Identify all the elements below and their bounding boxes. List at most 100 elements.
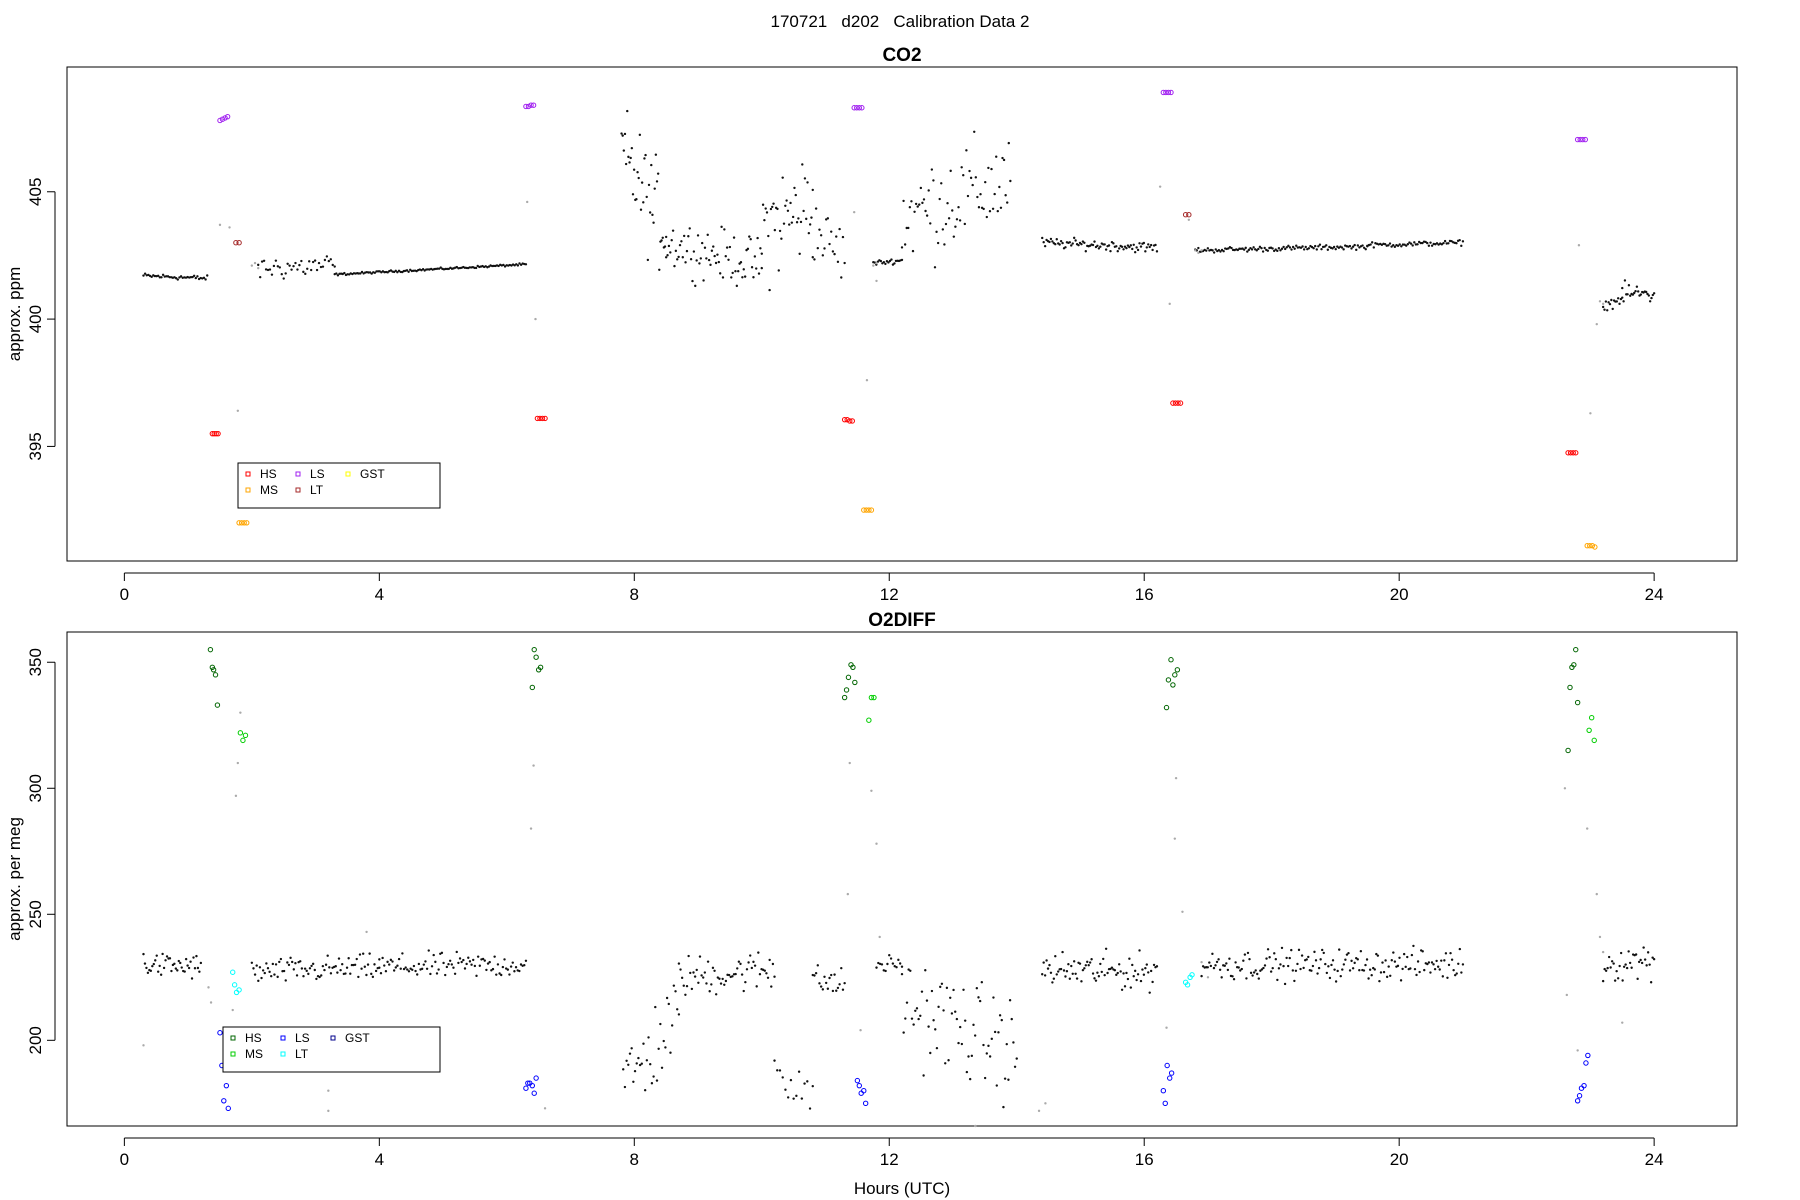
ambient-point bbox=[1045, 959, 1048, 962]
ambient-point bbox=[304, 272, 307, 276]
ambient-point bbox=[168, 957, 172, 960]
series-point-ls bbox=[1583, 1060, 1589, 1066]
transition-point bbox=[257, 266, 260, 270]
ambient-point bbox=[1652, 292, 1656, 295]
ambient-point bbox=[1142, 973, 1146, 976]
ambient-point bbox=[468, 960, 472, 963]
ambient-point bbox=[268, 268, 272, 271]
transition-point bbox=[1595, 322, 1598, 326]
ambient-point bbox=[1007, 1078, 1010, 1081]
ambient-point bbox=[1606, 309, 1609, 312]
ambient-point bbox=[1325, 244, 1328, 247]
ambient-point bbox=[260, 260, 264, 263]
ambient-point bbox=[731, 975, 734, 978]
series-point-hs bbox=[1172, 672, 1178, 678]
ambient-point bbox=[1383, 242, 1387, 246]
ambient-point bbox=[893, 262, 896, 265]
ambient-point bbox=[843, 981, 846, 985]
legend-swatch-ls bbox=[280, 1035, 286, 1041]
ambient-point bbox=[891, 962, 895, 965]
ambient-point bbox=[501, 965, 505, 969]
ambient-point bbox=[684, 261, 687, 264]
series-point-ls bbox=[223, 1082, 230, 1089]
ambient-point bbox=[1138, 949, 1141, 952]
ambient-point bbox=[912, 1023, 915, 1026]
ambient-point bbox=[370, 272, 373, 275]
ambient-point bbox=[808, 1107, 812, 1110]
ambient-point bbox=[1612, 962, 1615, 965]
ambient-point bbox=[1601, 305, 1605, 309]
ambient-point bbox=[1257, 247, 1260, 251]
ambient-point bbox=[1237, 966, 1240, 969]
series-point-ls bbox=[861, 1088, 867, 1094]
series-point-ls bbox=[1577, 136, 1583, 143]
ambient-point bbox=[1353, 961, 1356, 965]
ambient-point bbox=[1276, 978, 1279, 982]
ambient-point bbox=[1054, 243, 1057, 246]
ambient-point bbox=[366, 963, 370, 966]
ambient-point bbox=[1362, 246, 1366, 249]
ambient-point bbox=[370, 972, 373, 976]
transition-point bbox=[1598, 935, 1602, 939]
ambient-point bbox=[1064, 246, 1067, 249]
y-axis-label: approx. ppm bbox=[5, 267, 24, 362]
ambient-point bbox=[1441, 975, 1445, 978]
ambient-point bbox=[760, 252, 763, 255]
ambient-point bbox=[189, 960, 192, 963]
ambient-point bbox=[983, 1076, 987, 1080]
ambient-point bbox=[1430, 244, 1434, 247]
ambient-point bbox=[315, 268, 319, 272]
ambient-point bbox=[318, 975, 321, 979]
ambient-point bbox=[647, 183, 651, 187]
ambient-point bbox=[1115, 973, 1118, 977]
ambient-point bbox=[802, 209, 805, 213]
ambient-point bbox=[937, 1005, 940, 1009]
y-axis-label: approx. per meg bbox=[5, 817, 24, 941]
ambient-point bbox=[719, 272, 722, 275]
series-point-hs bbox=[1172, 400, 1179, 406]
ambient-point bbox=[486, 962, 490, 965]
ambient-point bbox=[974, 176, 978, 179]
ambient-point bbox=[1211, 249, 1214, 252]
ambient-point bbox=[1310, 969, 1313, 972]
ambient-point bbox=[1458, 238, 1461, 242]
ambient-point bbox=[914, 1009, 917, 1013]
ambient-point bbox=[739, 261, 743, 264]
ambient-point bbox=[309, 268, 313, 272]
ambient-point bbox=[627, 155, 630, 159]
ambient-point bbox=[703, 246, 707, 249]
ambient-point bbox=[442, 961, 445, 965]
ambient-point bbox=[1637, 290, 1640, 293]
ambient-point bbox=[1200, 974, 1203, 978]
ambient-point bbox=[1071, 242, 1074, 245]
series-point-ms bbox=[866, 717, 872, 723]
x-tick-label: 0 bbox=[120, 585, 129, 604]
ambient-point bbox=[508, 973, 511, 976]
ambient-point bbox=[1280, 247, 1284, 250]
ambient-point bbox=[1132, 243, 1135, 246]
transition-point bbox=[250, 264, 254, 267]
ambient-point bbox=[1239, 969, 1242, 972]
ambient-point bbox=[725, 246, 729, 249]
ambient-point bbox=[1230, 246, 1233, 250]
ambient-point bbox=[734, 269, 737, 273]
ambient-point bbox=[644, 153, 647, 157]
ambient-point bbox=[327, 259, 331, 263]
ambient-point bbox=[1139, 245, 1143, 248]
ambient-point bbox=[1307, 247, 1311, 250]
ambient-point bbox=[336, 971, 339, 974]
ambient-point bbox=[405, 269, 409, 272]
ambient-point bbox=[1287, 244, 1290, 248]
ambient-point bbox=[179, 961, 182, 965]
ambient-point bbox=[622, 1068, 625, 1071]
ambient-point bbox=[1084, 250, 1087, 253]
ambient-point bbox=[949, 996, 952, 999]
series-point-hs bbox=[1567, 450, 1574, 456]
ambient-point bbox=[879, 259, 883, 263]
ambient-point bbox=[1012, 1041, 1015, 1044]
ambient-point bbox=[993, 192, 996, 196]
series-point-ls bbox=[533, 1075, 539, 1081]
series-point-ms bbox=[868, 694, 875, 701]
ambient-point bbox=[1049, 237, 1053, 241]
x-tick-label: 0 bbox=[120, 1150, 129, 1169]
